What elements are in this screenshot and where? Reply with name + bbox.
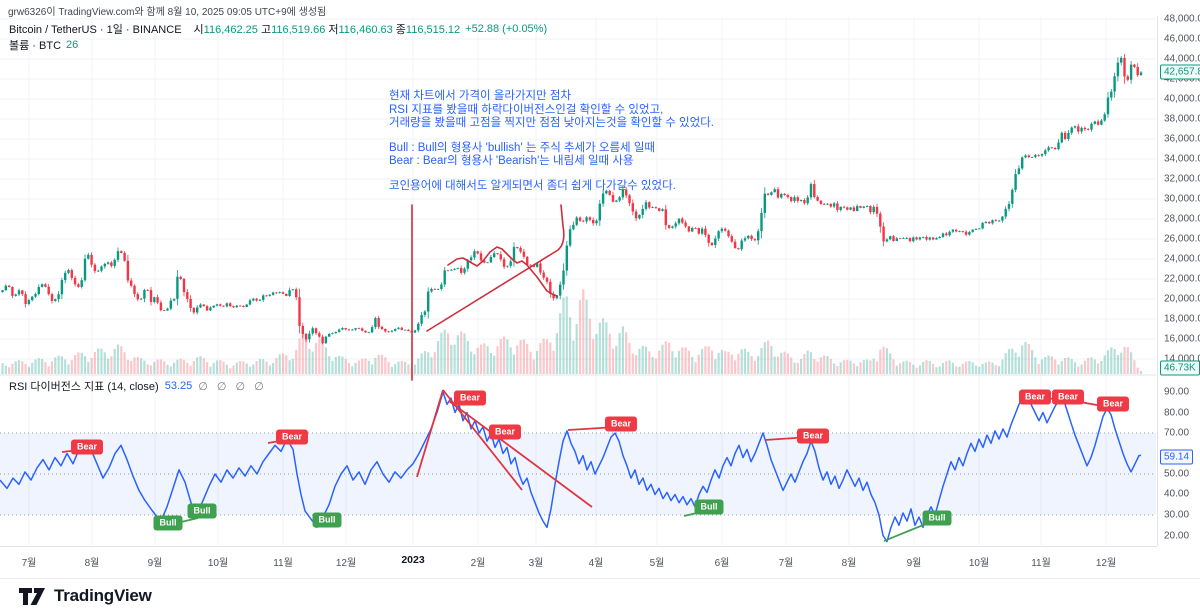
- bull-divergence-badge: Bull: [153, 515, 183, 531]
- time-axis-month-label: 10월: [968, 558, 990, 569]
- price-tick-label: 30,000.00: [1164, 193, 1200, 205]
- rsi-indicator-value: 53.25: [164, 380, 193, 392]
- bear-divergence-badge: Bear: [1051, 389, 1085, 405]
- time-axis-month-label: 4월: [588, 558, 604, 569]
- price-tick-label: 38,000.00: [1164, 113, 1200, 125]
- rsi-value-badge: 59.14: [1160, 449, 1194, 465]
- annotation-line: Bull : Bull의 형용사 'bullish' 는 주식 추세가 오름세 …: [389, 141, 655, 154]
- price-tick-label: 46,000.00: [1164, 33, 1200, 45]
- volume-value: 26: [66, 39, 79, 51]
- ohlc-label: 저: [328, 24, 339, 36]
- symbol-title[interactable]: Bitcoin / TetherUS · 1일 · BINANCE: [9, 24, 182, 36]
- price-tick-label: 48,000.00: [1164, 13, 1200, 25]
- tradingview-brand-text: TradingView: [54, 586, 152, 605]
- rsi-tick-label: 80.00: [1164, 407, 1190, 419]
- price-tick-label: 22,000.00: [1164, 273, 1200, 285]
- time-axis-month-label: 12월: [1095, 558, 1117, 569]
- price-tick-label: 26,000.00: [1164, 233, 1200, 245]
- price-tick-label: 34,000.00: [1164, 153, 1200, 165]
- bear-divergence-badge: Bear: [488, 424, 522, 440]
- symbol-legend[interactable]: Bitcoin / TetherUS · 1일 · BINANCE 시116,4…: [9, 21, 547, 37]
- bear-divergence-badge: Bear: [275, 429, 309, 445]
- bull-divergence-badge: Bull: [922, 510, 952, 526]
- ohlc-label: 종: [395, 24, 406, 36]
- price-tick-label: 40,000.00: [1164, 93, 1200, 105]
- annotation-line: Bear : Bear의 형용사 'Bearish'는 내림세 일때 사용: [389, 155, 634, 167]
- chart-text-annotation[interactable]: 현재 차트에서 가격이 올라가지만 점차 RSI 지표를 봤을때 하락다이버전스인…: [389, 90, 714, 204]
- time-axis-month-label: 11월: [1031, 558, 1051, 569]
- bull-divergence-badge: Bull: [187, 503, 217, 519]
- time-axis-month-label: 5월: [649, 558, 665, 569]
- time-axis-month-label: 9월: [906, 558, 922, 569]
- volume-legend[interactable]: 볼륨 · BTC 26: [9, 37, 78, 53]
- rsi-tick-label: 50.00: [1164, 468, 1190, 480]
- price-tick-label: 18,000.00: [1164, 313, 1200, 325]
- ohlc-value: 116,519.66: [271, 24, 329, 36]
- price-tick-label: 24,000.00: [1164, 253, 1200, 265]
- last-price-badge: 42,657.80: [1160, 64, 1200, 80]
- ohlc-label: 시: [193, 24, 204, 36]
- time-axis-month-label: 9월: [147, 558, 163, 569]
- ohlc-label: 고: [260, 24, 272, 36]
- time-axis-month-label: 3월: [528, 558, 544, 569]
- time-axis[interactable]: 7월 8월 9월 10월 11월 12월 2023 2월 3월 4월 5월 6월 7월 8월 9월 10월 11…: [0, 546, 1157, 578]
- price-tick-label: 20,000.00: [1164, 293, 1200, 305]
- price-tick-label: 14,000.00: [1164, 353, 1200, 365]
- price-axis[interactable]: 42,657.80 46.73K 59.14 48,000.00 46,000.0…: [1157, 13, 1200, 546]
- annotation-paragraph-2: Bull : Bull의 형용사 'bullish' 는 주식 추세가 오름세 …: [389, 142, 714, 169]
- bull-divergence-badge: Bull: [694, 499, 724, 515]
- bull-divergence-badge: Bull: [312, 512, 342, 528]
- price-tick-label: 16,000.00: [1164, 333, 1200, 345]
- time-axis-month-label: 2월: [470, 558, 486, 569]
- time-axis-month-label: 10월: [207, 558, 229, 569]
- time-axis-month-label: 11월: [273, 558, 293, 569]
- rsi-indicator-legend[interactable]: RSI 다이버전스 지표 (14, close) 53.25 ∅ ∅ ∅ ∅: [9, 378, 267, 394]
- ohlc-values: 시116,462.25 고116,519.66 저116,460.63 종116…: [194, 21, 461, 37]
- volume-value-badge: 46.73K: [1160, 360, 1200, 376]
- annotation-paragraph-1: 현재 차트에서 가격이 올라가지만 점차 RSI 지표를 봤을때 하락다이버전스인…: [389, 90, 714, 131]
- rsi-tick-label: 20.00: [1164, 530, 1190, 542]
- bear-divergence-badge: Bear: [1096, 396, 1130, 412]
- time-axis-month-label: 12월: [335, 558, 357, 569]
- price-tick-label: 28,000.00: [1164, 213, 1200, 225]
- bear-divergence-badge: Bear: [604, 416, 638, 432]
- tradingview-logo-icon: [19, 588, 45, 605]
- bear-divergence-badge: Bear: [1018, 389, 1052, 405]
- change-value: +52.88 (+0.05%): [465, 23, 548, 35]
- footer: TradingView: [0, 578, 1200, 613]
- ohlc-value: 116,462.25: [203, 24, 261, 36]
- annotation-line: 거래량을 봤을때 고점을 찍지만 점점 낮아지는것을 확인할 수 있었다.: [389, 117, 714, 129]
- bear-divergence-badge: Bear: [796, 428, 830, 444]
- rsi-indicator-title: RSI 다이버전스 지표 (14, close): [9, 381, 159, 393]
- time-axis-year-label: 2023: [401, 554, 425, 566]
- time-axis-month-label: 8월: [841, 558, 857, 569]
- time-axis-month-label: 7월: [21, 558, 37, 569]
- annotation-line: 현재 차트에서 가격이 올라가지만 점차: [389, 90, 572, 102]
- price-tick-label: 32,000.00: [1164, 173, 1200, 185]
- rsi-indicator-null-values: ∅ ∅ ∅ ∅: [198, 380, 267, 393]
- ohlc-value: 116,460.63: [338, 24, 396, 36]
- time-axis-month-label: 6월: [714, 558, 730, 569]
- volume-label: 볼륨 · BTC: [9, 40, 62, 52]
- annotation-line: RSI 지표를 봤을때 하락다이버전스인걸 확인할 수 있었고,: [389, 103, 664, 116]
- annotation-line: 코인용어에 대해서도 알게되면서 좀더 쉽게 다가갈수 있었다.: [389, 179, 676, 192]
- bear-divergence-badge: Bear: [453, 390, 487, 406]
- bear-divergence-badge: Bear: [70, 439, 104, 455]
- price-tick-label: 36,000.00: [1164, 133, 1200, 145]
- annotation-paragraph-3: 코인용어에 대해서도 알게되면서 좀더 쉽게 다가갈수 있었다.: [389, 180, 714, 194]
- rsi-tick-label: 40.00: [1164, 488, 1190, 500]
- rsi-tick-label: 70.00: [1164, 427, 1190, 439]
- price-tick-label: 44,000.00: [1164, 53, 1200, 65]
- generated-note: grw6326이 TradingView.com와 함께 8월 10, 2025…: [8, 7, 327, 18]
- ohlc-value: 116,515.12: [405, 24, 461, 36]
- time-axis-month-label: 8월: [84, 558, 100, 569]
- time-axis-month-label: 7월: [778, 558, 794, 569]
- rsi-tick-label: 90.00: [1164, 386, 1190, 398]
- rsi-tick-label: 30.00: [1164, 509, 1190, 521]
